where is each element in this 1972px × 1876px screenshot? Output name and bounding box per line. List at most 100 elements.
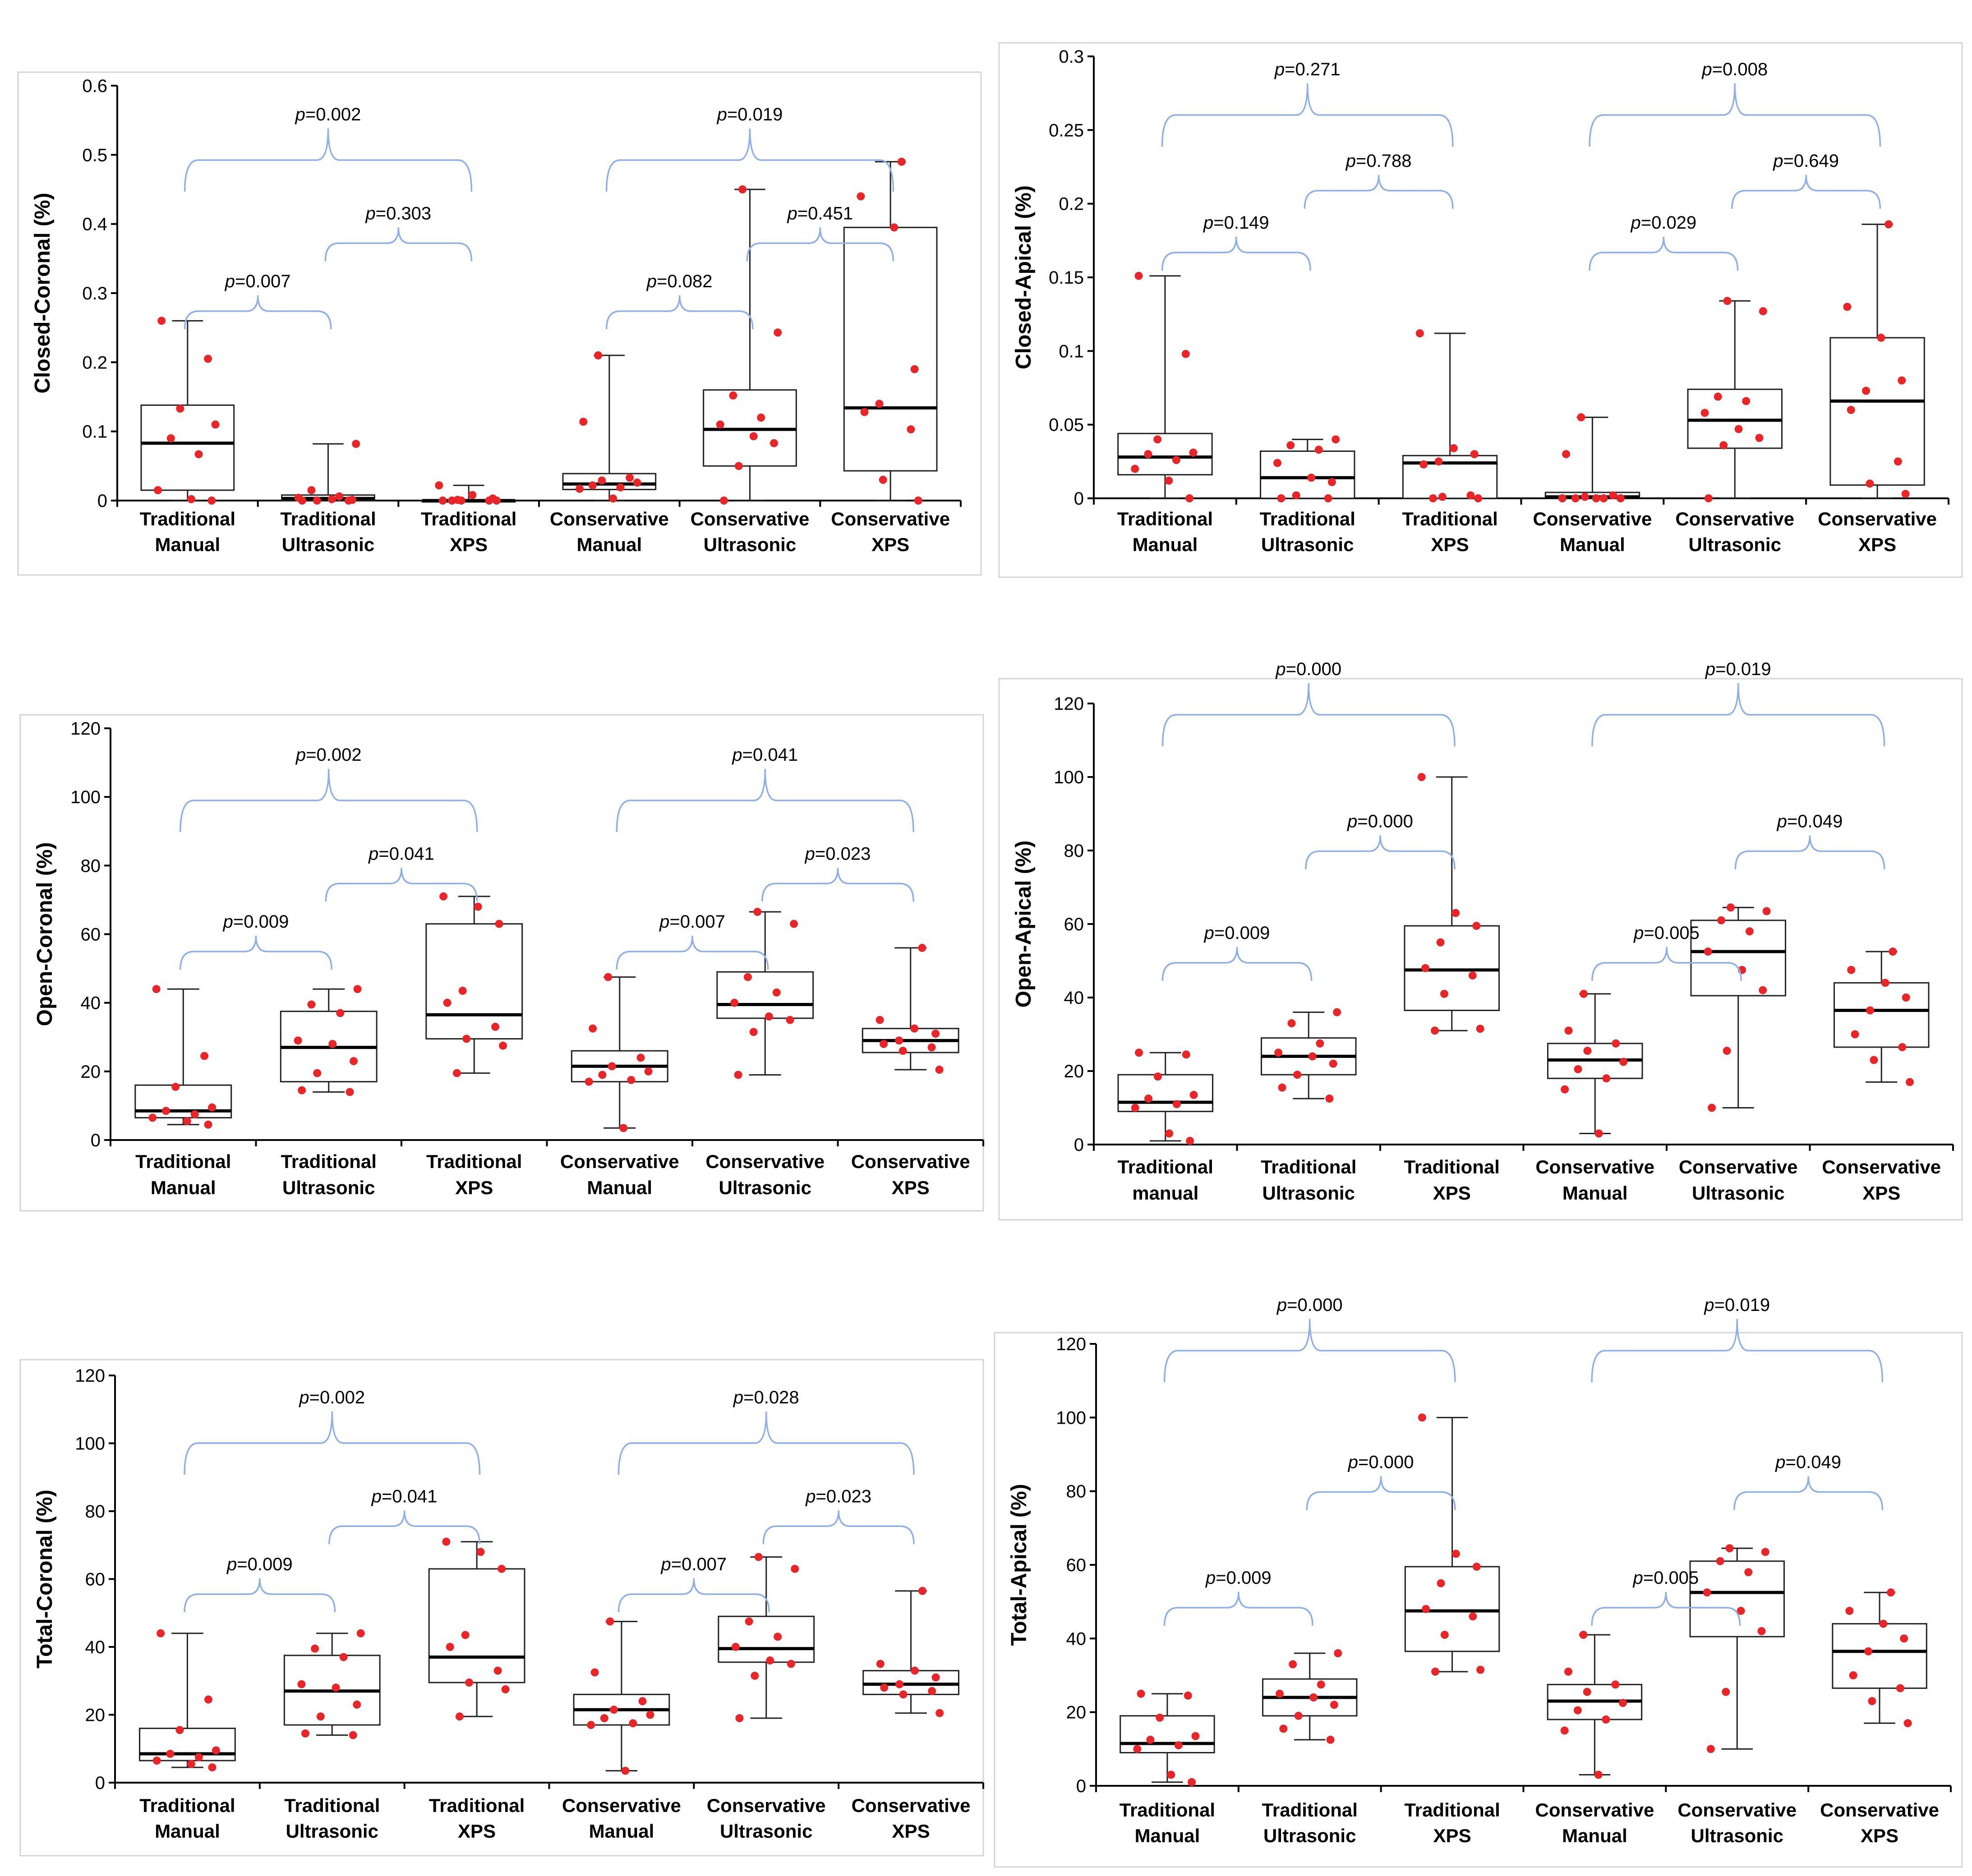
bracket-line [1304, 175, 1454, 209]
data-point [335, 492, 344, 501]
bracket-line [605, 295, 754, 330]
data-point [1745, 927, 1754, 936]
category-label: Traditional [135, 1151, 231, 1172]
data-point [895, 1036, 903, 1045]
iqr-box [1404, 925, 1500, 1012]
data-point [731, 1643, 740, 1651]
data-point [1476, 1665, 1485, 1674]
bracket-line [1733, 1476, 1884, 1510]
bracket-line [1306, 1476, 1456, 1510]
data-point [462, 1035, 471, 1043]
category-label: Traditional [281, 1151, 377, 1172]
data-point [1577, 413, 1585, 422]
data-point [1708, 1104, 1716, 1112]
data-point [931, 1673, 940, 1682]
data-point [1472, 1563, 1481, 1571]
data-point [769, 439, 778, 447]
data-point [876, 1660, 885, 1668]
data-point [899, 1690, 908, 1699]
data-point [457, 497, 465, 505]
category-label: Ultrasonic [1262, 1182, 1355, 1204]
y-tick-label: 80 [1064, 841, 1084, 861]
significance-bracket: p=0.082 [605, 271, 754, 330]
y-axis-title: Open-Coronal (%) [33, 842, 57, 1026]
y-tick-label: 0.15 [1049, 268, 1084, 288]
significance-bracket: p=0.009 [180, 912, 332, 970]
data-point [1287, 1019, 1296, 1028]
data-point [439, 892, 448, 901]
iqr-box [134, 1084, 232, 1119]
data-point [452, 1069, 461, 1077]
data-point [716, 420, 724, 429]
category-label: Traditional [1117, 508, 1213, 529]
bracket-line [1163, 1319, 1456, 1383]
y-tick-label: 20 [85, 1706, 106, 1725]
y-tick-label: 0 [95, 1773, 105, 1793]
data-point [1294, 1711, 1303, 1720]
bracket-line [328, 1510, 481, 1545]
data-point [194, 450, 203, 459]
iqr-box [140, 404, 235, 491]
category-label: Manual [155, 1821, 220, 1842]
box-group: Traditional XPS [421, 481, 516, 555]
bracket-line [324, 227, 473, 262]
data-point [598, 476, 606, 485]
category-label: XPS [1431, 534, 1469, 555]
data-point [1717, 916, 1726, 924]
significance-bracket: p=0.788 [1304, 151, 1454, 209]
data-point [1429, 494, 1438, 502]
data-point [1153, 435, 1162, 444]
box-group: Conservative Ultrasonic [705, 908, 825, 1198]
data-point [621, 1766, 630, 1775]
category-label: Traditional [421, 508, 516, 529]
data-point [448, 497, 456, 505]
data-point [501, 1685, 510, 1694]
iqr-box [1689, 1560, 1785, 1637]
significance-bracket: p=0.007 [617, 1554, 770, 1613]
box-group: Conservative Ultrasonic [707, 1553, 826, 1842]
y-tick-label: 20 [1066, 1703, 1087, 1723]
category-label: Ultrasonic [1263, 1825, 1356, 1846]
bracket-line [325, 868, 478, 902]
data-point [594, 351, 603, 359]
data-point [311, 1644, 319, 1653]
data-point [745, 1617, 753, 1626]
category-label: Manual [155, 534, 220, 555]
data-point [1277, 494, 1285, 502]
bracket-line [1161, 236, 1311, 271]
bracket-line [184, 295, 332, 330]
data-point [765, 1012, 773, 1021]
y-tick-label: 60 [81, 925, 101, 945]
data-point [166, 1750, 175, 1758]
data-point [175, 1726, 184, 1734]
y-tick-label: 100 [70, 787, 101, 807]
data-point [1309, 1693, 1318, 1701]
category-label: Manual [1562, 1825, 1627, 1846]
data-point [587, 1721, 595, 1729]
category-label: Traditional [1261, 1156, 1356, 1177]
category-label: Traditional [1260, 508, 1355, 529]
data-point [190, 1110, 199, 1118]
box-group: Conservative XPS [1818, 220, 1937, 555]
data-point [1902, 993, 1910, 1002]
bracket-line [1161, 947, 1313, 981]
y-tick-label: 100 [75, 1434, 105, 1454]
data-point [1469, 1612, 1477, 1621]
y-tick-label: 0 [91, 1131, 101, 1150]
data-point [1327, 478, 1336, 487]
data-point [1704, 947, 1712, 956]
category-label: Ultrasonic [1691, 1825, 1783, 1846]
data-point [353, 1700, 361, 1709]
data-point [1881, 979, 1889, 987]
data-point [918, 1586, 926, 1595]
data-point [316, 1712, 325, 1721]
box-group: Conservative Manual [1535, 1631, 1654, 1846]
data-point [1906, 1078, 1914, 1086]
data-point [719, 497, 728, 505]
significance-bracket: p=0.008 [1589, 60, 1881, 147]
bracket-line [184, 1578, 336, 1613]
category-label: Conservative [1677, 1799, 1797, 1821]
category-label: Traditional [280, 508, 376, 529]
bracket-line [1591, 1319, 1884, 1383]
category-label: manual [1132, 1182, 1198, 1204]
